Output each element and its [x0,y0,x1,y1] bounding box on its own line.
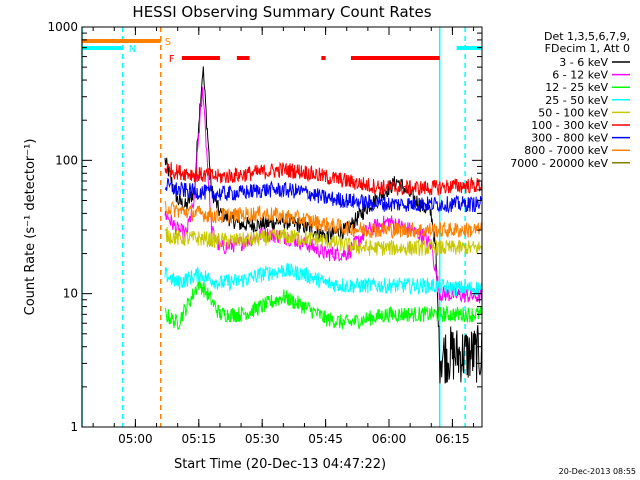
legend-entry-label: 300 - 800 keV [531,132,608,145]
state-bar-label: S [165,37,171,48]
footer-timestamp: 20-Dec-2013 08:55 [559,467,636,476]
chart-title: HESSI Observing Summary Count Rates [132,3,431,21]
series-line [164,262,482,296]
legend-header: FDecim 1, Att 0 [545,42,630,55]
state-bar-label: N [129,44,136,55]
x-tick-label: 05:15 [182,432,217,446]
series-line [164,277,483,331]
plot-area: S N F [81,27,483,427]
legend-entry-label: 7000 - 20000 keV [510,157,608,170]
y-tick-label: 100 [55,153,78,167]
series-line [164,177,483,214]
legend-entry-label: 12 - 25 keV [545,81,608,94]
x-tick-label: 05:00 [118,432,153,446]
series-line [164,200,483,240]
x-axis-label: Start Time (20-Dec-13 04:47:22) [174,457,386,472]
y-tick-label: 1000 [47,20,78,34]
legend-entry-label: 100 - 300 keV [531,119,608,132]
legend: Det 1,3,5,6,7,9,FDecim 1, Att 03 - 6 keV… [510,30,630,170]
x-axis: 05:00 05:15 05:30 05:45 06:00 06:15 [92,27,475,446]
legend-entry-label: 800 - 7000 keV [524,144,608,157]
x-tick-label: 05:45 [308,432,343,446]
legend-entry-label: 25 - 50 keV [545,94,608,107]
y-axis-label: Count Rate (s⁻¹ detector⁻¹) [23,139,38,316]
plot-frame [81,26,483,428]
legend-entry-label: 50 - 100 keV [538,106,608,119]
state-bar-label: F [169,54,175,65]
legend-header: Det 1,3,5,6,7,9, [544,30,630,43]
x-tick-label: 06:15 [435,432,470,446]
legend-entry-label: 6 - 12 keV [552,69,608,82]
series-line [164,226,483,256]
y-tick-label: 10 [63,287,78,301]
series-line [164,161,483,196]
x-tick-label: 06:00 [372,432,407,446]
x-tick-label: 05:30 [245,432,280,446]
legend-entry-label: 3 - 6 keV [559,56,608,69]
y-axis: 1 10 100 1000 [47,20,482,434]
y-tick-label: 1 [70,420,78,434]
